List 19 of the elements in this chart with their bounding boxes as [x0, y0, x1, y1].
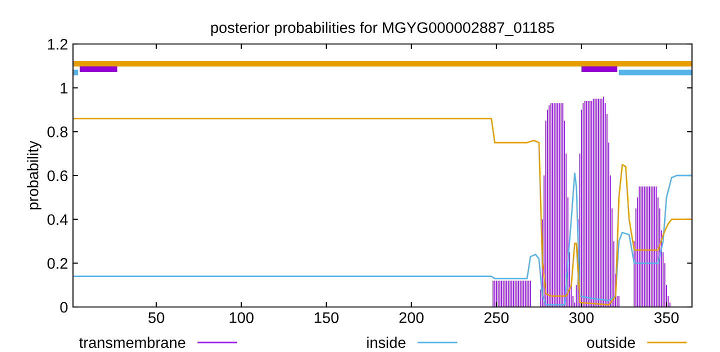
x-tick-label: 50 — [148, 312, 164, 324]
x-tick-label: 300 — [569, 312, 594, 324]
y-tick-label: 1.2 — [48, 38, 68, 50]
legend-label: outside — [587, 336, 635, 348]
y-tick-label: 0 — [60, 302, 68, 313]
x-tick-label: 350 — [654, 312, 679, 324]
chart-title: posterior probabilities for MGYG000002887_01185 — [211, 22, 554, 36]
x-tick-label: 100 — [230, 312, 254, 324]
x-tick-label: 200 — [399, 312, 424, 324]
y-tick-label: 1 — [60, 82, 68, 94]
y-tick-label: 0.6 — [48, 170, 68, 182]
x-tick-label: 150 — [314, 312, 339, 324]
y-tick-label: 0.8 — [48, 126, 68, 138]
legend-label: transmembrane — [79, 336, 186, 348]
y-tick-label: 0.4 — [48, 214, 68, 226]
y-axis-title: probability — [27, 140, 42, 210]
legend-label: inside — [367, 336, 406, 348]
x-tick-label: 250 — [484, 312, 509, 324]
y-tick-label: 0.2 — [48, 258, 68, 269]
